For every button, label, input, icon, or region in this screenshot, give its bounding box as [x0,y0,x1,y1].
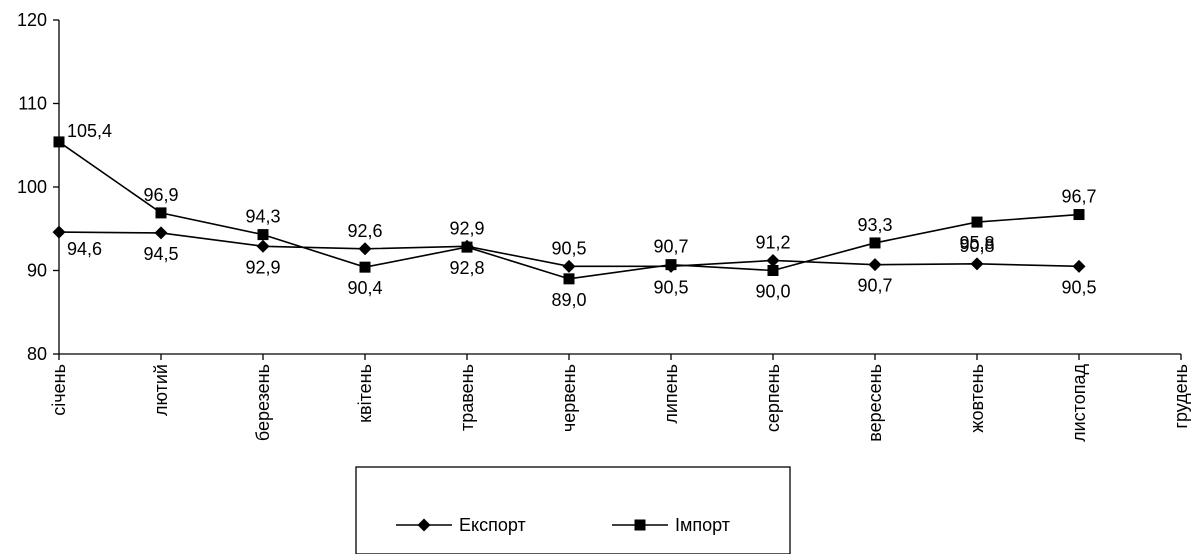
diamond-marker [154,226,168,240]
axes: 80 90 100 110 120 січень лютий березень квітень т… [17,10,1191,442]
data-label-import: 93,3 [857,215,892,235]
x-category-label: вересень [865,364,885,442]
data-label-export: 94,6 [67,239,102,259]
square-marker [359,261,371,273]
legend: Експорт Імпорт [355,466,791,555]
data-label-import: 96,9 [143,185,178,205]
y-tick-label: 110 [18,94,47,114]
data-label-import: 95,8 [959,233,994,253]
y-tick-label: 100 [17,177,47,197]
data-label-import: 105,4 [67,121,112,141]
legend-label: Імпорт [675,515,730,535]
x-category-label: січень [49,364,69,416]
square-marker [634,519,646,531]
data-label-export: 94,5 [143,244,178,264]
diamond-marker [562,259,576,273]
square-marker [563,273,575,285]
square-marker [53,136,65,148]
data-label-import: 90,0 [755,282,790,302]
diamond-marker [417,518,431,532]
diamond-marker [970,257,984,271]
data-label-import: 92,8 [449,258,484,278]
data-label-export: 90,7 [857,276,892,296]
data-label-import: 89,0 [551,290,586,310]
x-category-label: квітень [355,364,375,423]
data-label-import: 90,7 [653,237,688,257]
x-category-label: травень [457,364,477,431]
diamond-marker [256,239,270,253]
x-category-label: липень [661,364,681,424]
diamond-marker [358,242,372,256]
square-marker [869,237,881,249]
square-marker [155,207,167,219]
square-marker [665,259,677,271]
legend-box [355,466,791,555]
data-label-import: 90,4 [347,278,382,298]
y-tick-label: 90 [27,261,47,281]
x-category-label: березень [253,364,273,441]
x-category-label: жовтень [967,364,987,433]
x-category-label: серпень [763,364,783,432]
y-tick-label: 120 [17,10,47,30]
x-category-label: лютий [151,364,171,416]
data-label-export: 92,6 [347,221,382,241]
data-label-export: 92,9 [245,257,280,277]
data-label-export: 90,8 [959,236,994,256]
square-marker [1073,209,1085,221]
x-category-label: грудень [1171,364,1191,429]
legend-label: Експорт [459,515,526,535]
square-marker [971,216,983,228]
series-layer [52,136,1086,285]
diamond-marker [1072,259,1086,273]
data-label-export: 92,9 [449,218,484,238]
data-label-export: 90,5 [653,277,688,297]
square-marker [257,229,269,241]
data-label-import: 94,3 [245,207,280,227]
y-tick-label: 80 [27,344,47,364]
x-category-label: листопад [1069,364,1089,442]
square-marker [461,241,473,253]
data-label-export: 91,2 [755,232,790,252]
data-label-export: 90,5 [1061,277,1096,297]
data-label-export: 90,5 [551,238,586,258]
x-category-label: червень [559,364,579,432]
diamond-marker [52,225,66,239]
data-labels-layer: 94,6 94,5 92,9 92,6 92,9 90,5 90,5 91,2 90,7 90,8… [67,121,1097,310]
square-marker [767,265,779,276]
diamond-marker [766,253,780,267]
data-label-import: 96,7 [1061,187,1096,207]
diamond-marker [868,258,882,272]
